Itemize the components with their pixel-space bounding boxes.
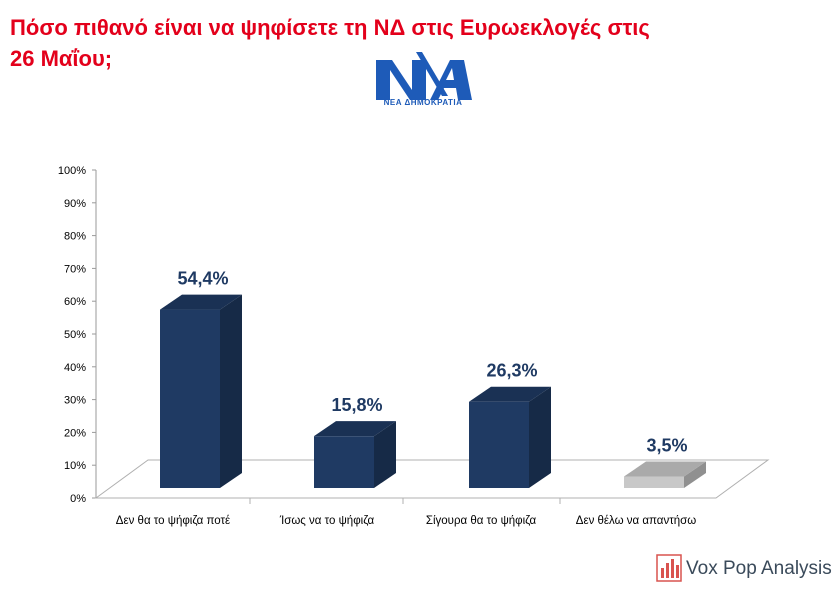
y-tick-label: 50% (64, 329, 86, 341)
bar-side (374, 421, 396, 488)
y-tick-label: 40% (64, 362, 86, 374)
page-title: Πόσο πιθανό είναι να ψηφίσετε τη ΝΔ στις… (10, 15, 650, 71)
y-tick-label: 0% (70, 493, 86, 505)
bar-chart-icon (656, 554, 682, 582)
y-tick-label: 80% (64, 231, 86, 243)
bar (160, 309, 220, 488)
category-label: Δεν θα το ψήφιζα ποτέ (116, 515, 230, 527)
category-label: Δεν θέλω να απαντήσω (576, 515, 696, 527)
bar (314, 436, 374, 488)
bar-top (624, 461, 706, 477)
bar-side (684, 461, 706, 488)
data-label: 15,8% (331, 395, 382, 415)
bar-top (469, 386, 551, 402)
chart-floor (94, 459, 770, 499)
bar-top (160, 294, 242, 310)
data-label: 26,3% (486, 361, 537, 381)
nd-logo-icon (376, 52, 472, 100)
y-tick-label: 60% (64, 296, 86, 308)
y-tick-label: 90% (64, 198, 86, 210)
bar-side (220, 294, 242, 488)
bar (624, 476, 684, 488)
data-label: 54,4% (177, 269, 228, 289)
logo-text: ΝΕΑ ΔΗΜΟΚΡΑΤΙΑ (383, 98, 463, 107)
bar-side (529, 386, 551, 488)
category-label: Ίσως να το ψήφιζα (279, 515, 375, 527)
bar (469, 401, 529, 488)
y-tick-label: 10% (64, 460, 86, 472)
data-label: 3,5% (646, 436, 687, 456)
bar-top (314, 421, 396, 437)
y-tick-label: 100% (58, 165, 86, 177)
category-label: Σίγουρα θα το ψήφιζα (426, 515, 537, 527)
y-tick-label: 20% (64, 427, 86, 439)
y-tick-label: 30% (64, 395, 86, 407)
y-tick-label: 70% (64, 263, 86, 275)
source-name: Vox Pop Analysis (686, 558, 832, 579)
